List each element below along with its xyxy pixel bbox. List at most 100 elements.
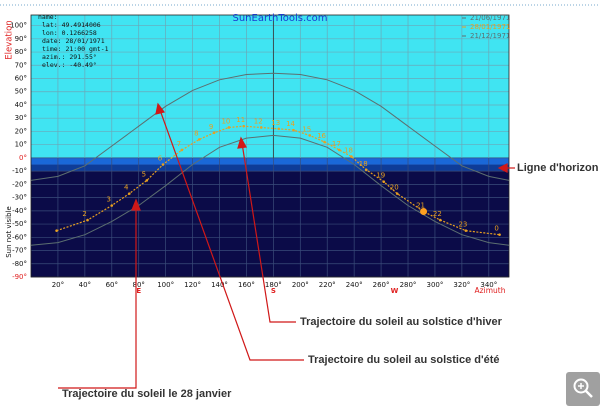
point-label: 12 (254, 117, 263, 125)
legend-label: 28/01/1971 (470, 23, 510, 31)
y-tick-label: -10° (12, 167, 27, 175)
point (395, 192, 399, 195)
arrows (58, 102, 515, 389)
point-label: 20 (390, 184, 399, 192)
point-label: 3 (107, 196, 111, 204)
point (145, 179, 149, 182)
arrow (241, 142, 296, 323)
horizon-band (31, 157, 509, 165)
x-tick-label: 200° (292, 281, 309, 289)
chart-title: SunEarthTools.com (232, 13, 327, 24)
point-label: 15 (302, 125, 311, 133)
info-line: time: 21:00 gmt-1 (42, 45, 109, 53)
compass-label: S (271, 287, 276, 295)
info-line: lon: 0.1266258 (42, 29, 97, 37)
point (212, 131, 216, 135)
series-line (30, 134, 510, 246)
point (227, 126, 231, 129)
point (242, 124, 246, 128)
x-tick-label: 40° (79, 281, 91, 289)
y-tick-label: -50° (12, 220, 27, 228)
arrow (58, 205, 137, 389)
point-label: 9 (209, 123, 213, 131)
zoom-icon[interactable] (566, 372, 600, 406)
x-axis-label: Azimuth (475, 286, 506, 295)
point-label: 19 (376, 172, 385, 180)
point (350, 155, 353, 158)
point (259, 126, 263, 129)
x-tick-label: 60° (106, 281, 118, 289)
y-tick-label: -60° (12, 233, 27, 241)
point-label: 8 (194, 129, 198, 137)
point-label: 7 (177, 140, 181, 148)
point (180, 148, 184, 152)
x-tick-label: 320° (453, 281, 470, 289)
arrow-head (155, 102, 166, 115)
annotation: Trajectoire du soleil le 28 janvier (62, 388, 232, 400)
info-line: lat: 49.4914006 (42, 21, 101, 29)
point-label: 4 (124, 184, 129, 192)
x-tick-label: 100° (157, 281, 174, 289)
point (277, 127, 281, 131)
point-label: 10 (221, 117, 230, 125)
point (498, 233, 501, 236)
x-tick-label: 280° (400, 281, 417, 289)
point (127, 192, 131, 195)
x-tick-label: 240° (346, 281, 363, 289)
x-tick-label: 220° (319, 281, 336, 289)
y-tick-label: 90° (15, 35, 27, 43)
x-tick-label: 300° (427, 281, 444, 289)
point-label: 18 (344, 147, 353, 155)
point (161, 163, 165, 166)
point-label: 11 (236, 116, 245, 124)
y-tick-label: 20° (15, 127, 27, 135)
point (198, 138, 201, 141)
point-label: 2 (82, 210, 86, 218)
point (55, 229, 58, 232)
x-tick-label: 140° (211, 281, 228, 289)
y-tick-label: -90° (12, 273, 27, 281)
plot: 100° 90° 80° 70° 60° 50° 40° 30° 20° 10° 0° -10° -20… (5, 13, 511, 295)
x-tick-label: 160° (238, 281, 255, 289)
y-tick-label: 70° (15, 61, 27, 69)
plot-frame (30, 14, 510, 278)
sun-position (420, 207, 428, 215)
x-tick-label: 20° (52, 281, 64, 289)
y-tick-label: 60° (15, 75, 27, 83)
point (86, 218, 89, 222)
arrow-head (237, 136, 247, 149)
info-line: elev.: -40.49° (42, 61, 97, 69)
y-tick-label: 50° (15, 88, 27, 96)
below-label: Sun not visible (5, 206, 13, 258)
point-label: 0 (494, 225, 498, 233)
point (308, 134, 312, 137)
info-line: azim.: 291.55° (42, 53, 97, 61)
info-line: date: 28/01/1971 (42, 37, 105, 45)
x-tick-label: 80° (133, 281, 145, 289)
arrow (159, 109, 304, 361)
point (292, 128, 295, 132)
annotation: Trajectoire du soleil au solstice d'été (308, 354, 500, 366)
legend-label: 21/06/1971 (470, 14, 510, 22)
point-label: 17 (332, 140, 341, 148)
point-label: 22 (433, 210, 442, 218)
series-line (30, 72, 510, 181)
y-axis-label: Elevation (5, 20, 15, 59)
compass-label: E (136, 287, 141, 295)
point-label: 21 (416, 201, 425, 209)
y-tick-label: 40° (15, 101, 27, 109)
point-label: 16 (317, 132, 326, 140)
legend-label: 21/12/1971 (470, 32, 510, 40)
point-label: 14 (286, 120, 295, 128)
x-tick-label: 120° (184, 281, 201, 289)
point-label: 5 (142, 170, 146, 178)
point (338, 148, 341, 152)
point (323, 140, 326, 144)
info-line: name: (38, 13, 58, 21)
point (110, 204, 114, 207)
y-tick-label: -80° (12, 260, 27, 268)
arrow-head (497, 163, 508, 173)
x-tick-label: 260° (373, 281, 390, 289)
y-tick-label: -70° (12, 247, 27, 255)
